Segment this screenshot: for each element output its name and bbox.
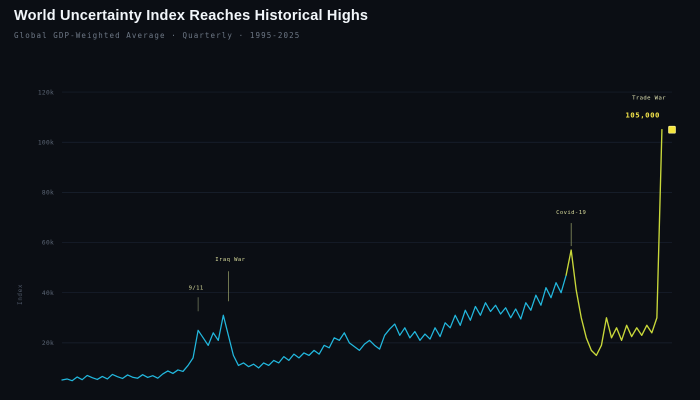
chart-area: 20k 40k 60k 80k 100k 120k Index 9/11 Iraq War C… [0,55,700,400]
y-axis-tick-label: 60k [42,240,54,247]
page-title: World Uncertainty Index Reaches Historic… [14,8,369,24]
annotation-label: Trade War [632,96,666,102]
gridlines [62,91,672,344]
series-line-main [61,274,567,382]
page-subtitle: Global GDP-Weighted Average · Quarterly … [14,31,301,40]
annotation-label: Covid-19 [556,210,586,216]
peak-marker [668,125,676,134]
series-line-highlight [565,129,663,357]
uncertainty-index-line-chart: 20k 40k 60k 80k 100k 120k Index 9/11 Iraq War C… [17,89,676,382]
chart-header: World Uncertainty Index Reaches Historic… [14,8,690,40]
y-axis-ticks: 20k 40k 60k 80k 100k 120k [38,89,54,347]
y-axis-title: Index [17,284,24,305]
annotation-label: 9/11 [189,285,204,291]
y-axis-tick-label: 20k [42,340,54,347]
y-axis-tick-label: 80k [42,190,54,197]
y-axis-tick-label: 100k [38,139,54,146]
peak-value-label: 105,000 [625,111,660,120]
annotation-label: Iraq War [215,257,245,263]
y-axis-tick-label: 120k [38,89,54,96]
annotation-group: 9/11 Iraq War Covid-19 Trade War [189,96,666,312]
y-axis-tick-label: 40k [42,290,54,297]
